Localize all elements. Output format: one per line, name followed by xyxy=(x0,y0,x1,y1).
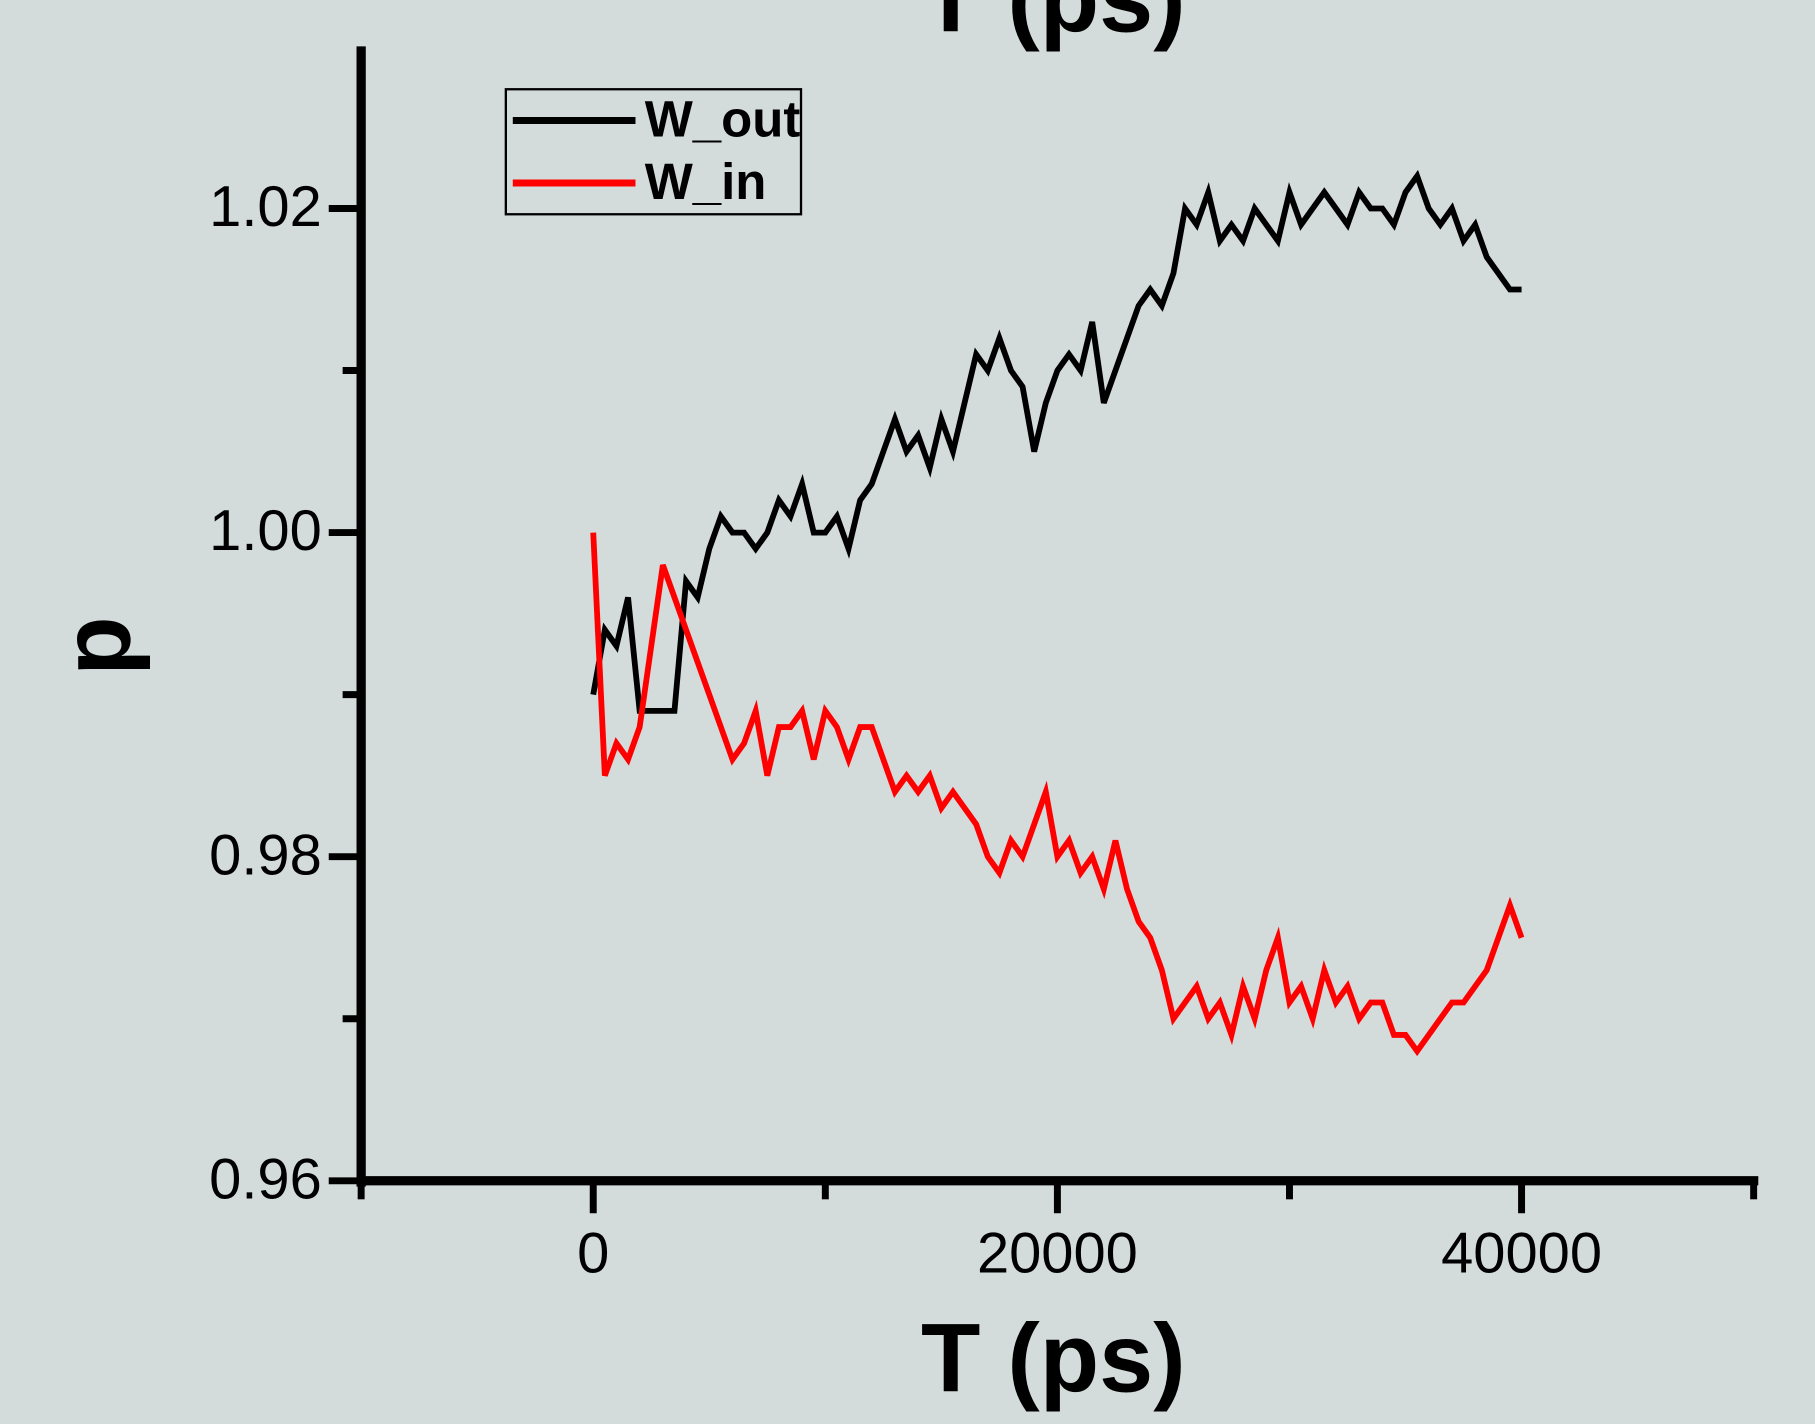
y-tick-label: 0.98 xyxy=(209,823,322,887)
y-axis-title: p xyxy=(42,616,151,675)
data-line xyxy=(590,532,1525,1057)
legend-label: W_out xyxy=(645,90,801,147)
x-tick-label: 20000 xyxy=(977,1221,1138,1285)
x-tick-label: 40000 xyxy=(1441,1221,1602,1285)
y-tick-label: 1.02 xyxy=(209,175,322,239)
legend-label: W_in xyxy=(645,153,767,210)
x-axis-title: T (ps) xyxy=(921,1304,1186,1413)
y-tick-label: 0.96 xyxy=(209,1147,322,1211)
chart-title: T (ps) xyxy=(921,0,1186,53)
x-tick-label: 0 xyxy=(577,1221,609,1285)
legend-box xyxy=(504,88,803,216)
data-line xyxy=(590,169,1522,714)
y-tick-label: 1.00 xyxy=(209,499,322,563)
